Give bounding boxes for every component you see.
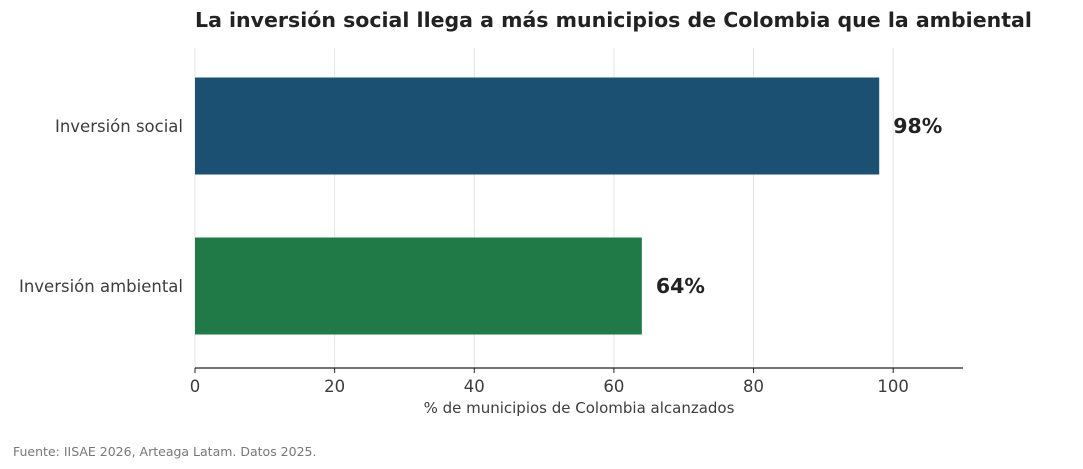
chart-title: La inversión social llega a más municipi…	[195, 8, 1032, 32]
category-label: Inversión social	[55, 117, 183, 136]
source-note: Fuente: IISAE 2026, Arteaga Latam. Datos…	[13, 444, 317, 459]
data-label: 64%	[656, 274, 705, 298]
data-labels: 98% 64%	[656, 114, 942, 298]
data-label: 98%	[893, 114, 942, 138]
bar	[195, 237, 642, 335]
x-tick-label: 100	[877, 377, 909, 396]
x-tick-label: 40	[464, 377, 485, 396]
bar	[195, 77, 880, 175]
bars	[195, 77, 880, 335]
category-labels: Inversión social Inversión ambiental	[19, 117, 183, 296]
x-tick-label: 0	[190, 377, 201, 396]
bar-chart: La inversión social llega a más municipi…	[19, 8, 1032, 417]
x-tick-label: 20	[324, 377, 345, 396]
x-tick-label: 80	[743, 377, 764, 396]
category-label: Inversión ambiental	[19, 277, 183, 296]
x-axis-label: % de municipios de Colombia alcanzados	[424, 399, 735, 417]
x-tick-label: 60	[603, 377, 624, 396]
x-ticks: 0 20 40 60 80 100	[190, 368, 909, 396]
